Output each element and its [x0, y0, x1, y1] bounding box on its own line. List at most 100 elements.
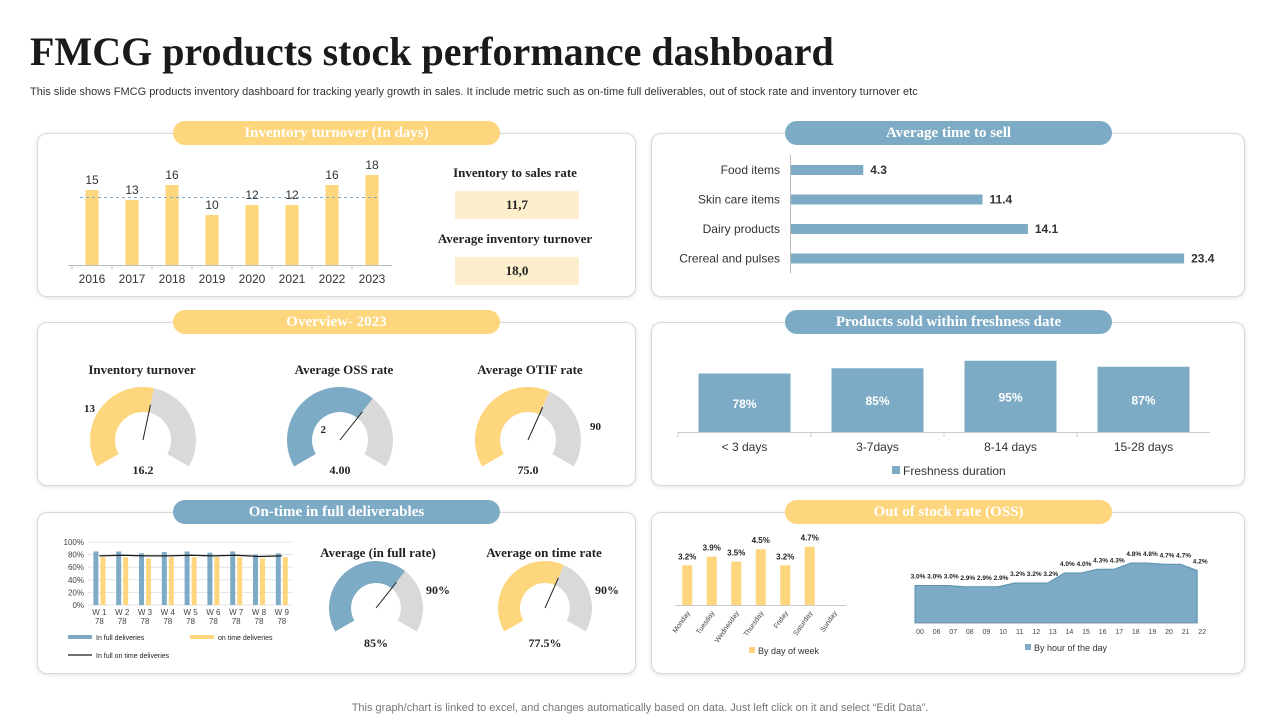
tick-label: Saturday: [793, 610, 815, 637]
gauge-side-label: 90: [590, 421, 602, 433]
y-tick-label: 20%: [68, 588, 84, 597]
tick-label: 3-7days: [856, 440, 899, 454]
otif-gauge-1-value-arc: [498, 561, 565, 632]
otif-gauge-1-remainder-arc: [555, 565, 592, 632]
bar: [325, 185, 339, 265]
bar: [184, 551, 190, 605]
bar: [731, 561, 742, 605]
gauge-side-label: 2: [321, 424, 327, 436]
bar: [165, 185, 179, 265]
tick-label: 15: [1082, 629, 1090, 636]
data-label: 4.0%: [1060, 561, 1075, 568]
data-label: 3.9%: [703, 544, 721, 553]
overview-gauge-1-needle: [339, 411, 363, 441]
overview-gauge-2-needle: [527, 406, 544, 441]
overview-gauges: 16.2 13 4.00 2 75.0 90: [84, 387, 602, 477]
data-label: 3.5%: [727, 549, 745, 558]
data-label: 14.1: [1035, 222, 1059, 236]
tick-label: 2019: [199, 272, 226, 286]
data-label: 4.7%: [1176, 552, 1191, 559]
bar: [230, 551, 236, 605]
bar: [191, 557, 197, 605]
bar: [237, 557, 243, 605]
tick-label: Tuesday: [695, 610, 716, 636]
tick-label: 2023: [359, 272, 386, 286]
tick-label: 09: [983, 629, 991, 636]
bar: [100, 557, 106, 605]
tick-label: 2021: [279, 272, 306, 286]
bar: [804, 546, 815, 605]
category-label: Food items: [721, 163, 780, 177]
otif-gauge-1-needle: [544, 577, 559, 609]
gauge-side-label: 13: [84, 403, 96, 415]
bar: [791, 253, 1185, 264]
bar: [161, 552, 167, 605]
tick-sublabel: 78: [95, 617, 104, 626]
data-label: 2.9%: [960, 575, 975, 582]
overview-gauge-2-value-arc: [475, 387, 550, 467]
tick-label: < 3 days: [722, 440, 768, 454]
data-label: 3.2%: [678, 552, 696, 561]
tick-label: W 3: [138, 608, 153, 617]
tick-label: 20: [1165, 629, 1173, 636]
legend-label: In full on time deliveries: [96, 653, 170, 660]
tick-label: W 6: [206, 608, 221, 617]
tick-sublabel: 78: [163, 617, 172, 626]
otif-header: On-time in full deliverables: [173, 500, 500, 524]
overview-header: Overview- 2023: [173, 310, 500, 334]
kpi-label-average-inventory-turnover: Average inventory turnover: [437, 231, 593, 246]
tick-label: 2018: [159, 272, 186, 286]
tick-label: 07: [949, 629, 957, 636]
gauge-title-inventory-turnover: Inventory turnover: [88, 362, 196, 377]
oss-header: Out of stock rate (OSS): [785, 500, 1112, 524]
data-label: 87%: [1131, 393, 1155, 407]
gauge-value: 75.0: [518, 463, 539, 477]
data-label: 3.2%: [776, 552, 794, 561]
bar: [365, 175, 379, 265]
average-time-to-sell-panel: [651, 133, 1245, 297]
tick-label: 18: [1132, 629, 1140, 636]
data-label: 95%: [998, 390, 1022, 404]
data-label: 3.2%: [1010, 571, 1025, 578]
category-label: Skin care items: [698, 193, 780, 207]
data-label: 11.4: [990, 193, 1013, 207]
tick-label: 08: [966, 629, 974, 636]
inventory-turnover-chart: 15 2016 13 2017 16 2018 10 2019 12 2020 12 2021 16 20…: [68, 158, 392, 286]
bar: [282, 557, 288, 605]
data-label: 12: [285, 188, 299, 202]
average-time-to-sell-header: Average time to sell: [785, 121, 1112, 145]
data-label: 23.4: [1191, 252, 1215, 266]
data-label: 3.2%: [1043, 571, 1058, 578]
bar: [791, 194, 983, 205]
oss-by-hour-chart: 3.0% 00 3.0% 06 3.0% 07 2.9% 08 2.9% 09 2.9% 10 3.2%…: [911, 551, 1208, 653]
tick-label: 17: [1115, 629, 1123, 636]
bar: [755, 549, 766, 605]
tick-label: 10: [999, 629, 1007, 636]
tick-label: 16: [1099, 629, 1107, 636]
data-label: 3.2%: [1027, 571, 1042, 578]
bar: [682, 565, 693, 605]
legend-swatch: [892, 466, 900, 474]
bar: [253, 554, 258, 605]
tick-label: 13: [1049, 629, 1057, 636]
legend-swatch: [749, 647, 755, 653]
data-label: 12: [245, 188, 259, 202]
tick-label: 00: [916, 629, 924, 636]
data-label: 3.0%: [911, 574, 926, 581]
legend-swatch: [1025, 644, 1031, 650]
bar: [207, 552, 213, 605]
data-label: 4.3%: [1110, 557, 1125, 564]
bar: [791, 224, 1028, 234]
data-label: 10: [205, 198, 219, 212]
oss-by-day-chart: 3.2% Monday 3.9% Tuesday 3.5% Wednesday 4.5% Th…: [672, 534, 847, 656]
data-label: 15: [85, 173, 99, 187]
y-tick-label: 60%: [68, 563, 84, 572]
tick-label: W 8: [252, 608, 267, 617]
legend-label: In full deliveries: [96, 635, 145, 642]
otif-gauge-0-remainder-arc: [391, 571, 423, 632]
bar: [168, 557, 174, 605]
overview-gauge-0-value-arc: [90, 387, 155, 467]
data-label: 4.8%: [1126, 551, 1141, 558]
legend-label: Freshness duration: [903, 464, 1006, 478]
legend-swatch: [190, 635, 214, 639]
